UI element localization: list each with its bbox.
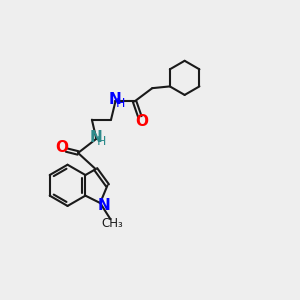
Text: O: O: [55, 140, 68, 155]
Text: H: H: [96, 135, 106, 148]
Text: N: N: [97, 198, 110, 213]
Text: O: O: [136, 114, 149, 129]
Text: N: N: [109, 92, 122, 107]
Text: CH₃: CH₃: [101, 217, 123, 230]
Text: N: N: [90, 130, 103, 145]
Text: H: H: [116, 97, 125, 110]
